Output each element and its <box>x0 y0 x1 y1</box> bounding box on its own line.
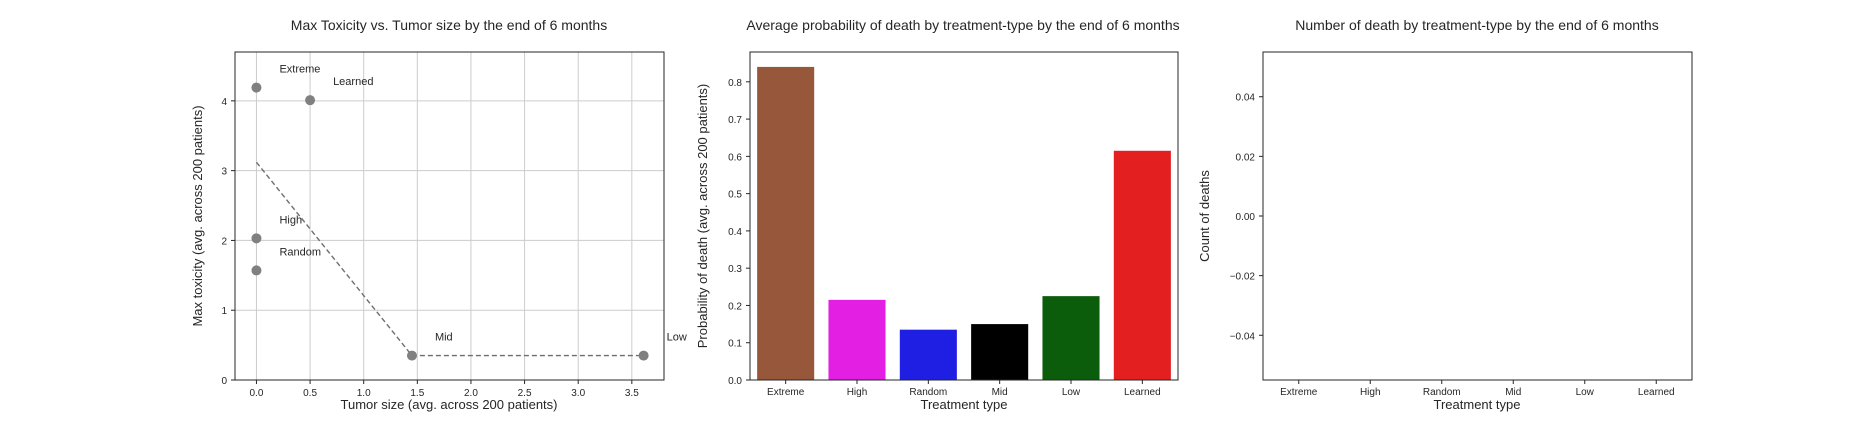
chart1-point-label: Learned <box>333 76 373 88</box>
chart1-x-tick-label: 0.0 <box>249 388 263 399</box>
chart3-x-tick-label: Extreme <box>1280 387 1318 398</box>
chart1-point <box>251 265 262 276</box>
chart1-ticks: 0.0 0.5 1.0 1.5 2.0 2.5 3.0 3.5 0 1 2 3 4 <box>221 97 639 399</box>
chart1-point <box>251 82 262 93</box>
chart2-y-tick-label: 0.3 <box>728 264 742 275</box>
chart2-x-tick-label: Extreme <box>767 387 805 398</box>
chart1-point <box>406 350 417 361</box>
chart2-bar <box>971 324 1029 380</box>
chart3-y-tick-label: 0.00 <box>1236 212 1256 223</box>
chart2-bar <box>1042 296 1100 380</box>
chart1-y-tick-label: 3 <box>221 167 227 178</box>
chart3-x-tick-label: Learned <box>1638 387 1675 398</box>
chart2-bar <box>899 329 957 380</box>
toxicity-scatter-chart: Max Toxicity vs. Tumor size by the end o… <box>190 17 687 412</box>
chart1-x-tick-label: 3.5 <box>625 388 639 399</box>
chart2-frame <box>749 51 1179 381</box>
chart2-x-tick-label: Low <box>1062 387 1081 398</box>
chart1-frontier-line <box>255 161 644 357</box>
chart2-title: Average probability of death by treatmen… <box>746 17 1179 33</box>
chart1-y-tick-label: 1 <box>221 306 227 317</box>
chart3-frame <box>1262 51 1693 381</box>
chart3-x-tick-label: Random <box>1423 387 1461 398</box>
chart2-y-tick-label: 0.6 <box>728 152 742 163</box>
chart2-bars <box>757 66 1171 380</box>
chart1-title: Max Toxicity vs. Tumor size by the end o… <box>291 17 607 33</box>
chart2-ticks: Extreme High Random Mid Low Learned 0.0 0.1 0.2 0… <box>728 78 1161 398</box>
chart3-y-tick-label: 0.02 <box>1236 152 1256 163</box>
chart1-gridlines <box>235 52 664 381</box>
chart3-title: Number of death by treatment-type by the… <box>1295 17 1658 33</box>
chart2-y-tick-label: 0.0 <box>728 376 742 387</box>
chart3-ticks: Extreme High Random Mid Low Learned 0.04 0.02 0.… <box>1230 93 1675 398</box>
chart2-y-tick-label: 0.1 <box>728 339 742 350</box>
chart1-x-tick-label: 3.0 <box>571 388 585 399</box>
chart3-ylabel: Count of deaths <box>1197 170 1212 262</box>
chart1-xlabel: Tumor size (avg. across 200 patients) <box>341 397 558 412</box>
chart3-xlabel: Treatment type <box>1434 397 1521 412</box>
chart1-point-label: Random <box>279 246 321 258</box>
chart1-frame <box>234 51 665 381</box>
chart3-x-tick-label: Low <box>1576 387 1595 398</box>
chart1-point-label: Extreme <box>279 64 320 76</box>
chart2-y-tick-label: 0.7 <box>728 115 742 126</box>
chart1-point <box>305 95 316 106</box>
chart1-ylabel: Max toxicity (avg. across 200 patients) <box>190 105 205 326</box>
chart1-point-label: High <box>279 214 302 226</box>
chart3-y-tick-label: −0.04 <box>1230 331 1256 342</box>
chart2-y-tick-label: 0.5 <box>728 190 742 201</box>
chart1-points: Extreme Learned High Random Mid Low <box>251 64 687 361</box>
chart2-xlabel: Treatment type <box>921 397 1008 412</box>
chart1-x-tick-label: 1.0 <box>357 388 371 399</box>
death-probability-bar-chart: Average probability of death by treatmen… <box>695 17 1180 412</box>
chart2-x-tick-label: Random <box>909 387 947 398</box>
chart1-y-tick-label: 0 <box>221 376 227 387</box>
chart2-x-tick-label: High <box>847 387 868 398</box>
chart2-x-tick-label: Mid <box>992 387 1008 398</box>
chart1-x-tick-label: 2.0 <box>464 388 478 399</box>
chart3-y-tick-label: 0.04 <box>1236 93 1256 104</box>
chart2-bar <box>828 299 886 380</box>
chart1-y-tick-label: 2 <box>221 236 227 247</box>
chart2-y-tick-label: 0.8 <box>728 78 742 89</box>
chart2-bar <box>757 66 815 380</box>
chart2-y-tick-label: 0.4 <box>728 227 742 238</box>
death-count-bar-chart: Number of death by treatment-type by the… <box>1197 17 1693 412</box>
chart2-x-tick-label: Learned <box>1124 387 1161 398</box>
chart3-x-tick-label: High <box>1360 387 1381 398</box>
chart3-x-tick-label: Mid <box>1505 387 1521 398</box>
chart1-point <box>638 350 649 361</box>
chart2-bar <box>1113 150 1171 380</box>
chart1-y-tick-label: 4 <box>221 97 227 108</box>
chart2-y-tick-label: 0.2 <box>728 301 742 312</box>
chart3-y-tick-label: −0.02 <box>1230 272 1256 283</box>
chart2-ylabel: Probability of death (avg. across 200 pa… <box>695 84 710 348</box>
chart1-point <box>251 233 262 244</box>
chart1-x-tick-label: 2.5 <box>518 388 532 399</box>
chart1-x-tick-label: 1.5 <box>410 388 424 399</box>
chart1-point-label: Mid <box>435 332 453 344</box>
chart1-x-tick-label: 0.5 <box>303 388 317 399</box>
chart1-point-label: Low <box>667 332 687 344</box>
